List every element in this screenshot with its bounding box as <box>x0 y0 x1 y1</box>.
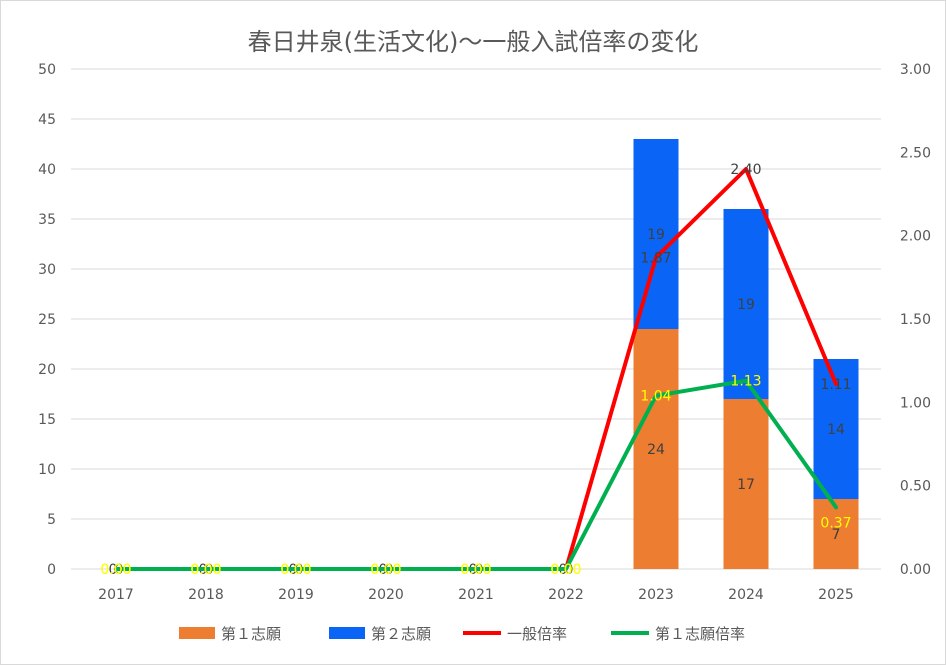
bar-value-label: 17 <box>737 477 755 493</box>
line-value-label: 0.00 <box>280 562 311 578</box>
bar-value-label: 0 <box>565 562 574 578</box>
line-value-label: 0.00 <box>100 562 131 578</box>
line-value-label: 1.04 <box>640 389 671 405</box>
y-right-tick-label: 2.50 <box>900 145 931 161</box>
bar-value-label: 0 <box>109 562 118 578</box>
bar-first-choice <box>633 329 679 569</box>
y-left-tick-label: 15 <box>38 412 56 428</box>
y-axis-left: 0 5 10 15 20 25 30 35 40 45 50 <box>38 62 56 578</box>
line-value-label: 0.00 <box>370 562 401 578</box>
y-left-tick-label: 0 <box>47 562 56 578</box>
bar-value-label: 19 <box>737 297 755 313</box>
bar-second-choice <box>633 139 679 329</box>
y-left-tick-label: 45 <box>38 112 56 128</box>
bar-value-label: 14 <box>827 422 845 438</box>
legend-item: 第１志願倍率 <box>611 625 745 643</box>
bar-series <box>633 139 859 569</box>
y-left-tick-label: 50 <box>38 62 56 78</box>
line-value-label: 0.00 <box>550 562 581 578</box>
y-right-tick-label: 3.00 <box>900 62 931 78</box>
bar-first-choice <box>813 499 859 569</box>
bar-value-label: 24 <box>647 442 665 458</box>
line-value-label: 1.11 <box>820 377 851 393</box>
bar-value-label: 7 <box>832 527 841 543</box>
x-tick-label: 2020 <box>368 587 404 603</box>
line-value-label: 0.00 <box>190 562 221 578</box>
y-right-tick-label: 0.00 <box>900 562 931 578</box>
x-axis: 2017 2018 2019 2020 2021 2022 2023 2024 2025 <box>98 587 854 603</box>
y-left-tick-label: 20 <box>38 362 56 378</box>
legend: 第１志願 第２志願 一般倍率 第１志願倍率 <box>179 625 745 643</box>
legend-item: 一般倍率 <box>463 625 567 643</box>
x-tick-label: 2022 <box>548 587 584 603</box>
y-right-tick-label: 1.00 <box>900 395 931 411</box>
y-left-tick-label: 25 <box>38 312 56 328</box>
y-right-tick-label: 0.50 <box>900 479 931 495</box>
y-right-tick-label: 2.00 <box>900 229 931 245</box>
y-left-tick-label: 30 <box>38 262 56 278</box>
x-tick-label: 2017 <box>98 587 134 603</box>
bar-second-choice <box>723 209 769 399</box>
y-right-tick-label: 1.50 <box>900 312 931 328</box>
line-value-label: 0.00 <box>460 562 491 578</box>
line-value-label: 2.40 <box>730 162 761 178</box>
legend-label: 第１志願倍率 <box>655 625 745 643</box>
line-value-label: 0.00 <box>550 562 581 578</box>
y-left-tick-label: 35 <box>38 212 56 228</box>
legend-label: 一般倍率 <box>507 625 567 643</box>
legend-item: 第２志願 <box>329 625 431 643</box>
data-labels: 24 19 17 19 7 14 0.00 0.00 0.00 0.00 0.00 0.00 1.87 2… <box>100 162 851 578</box>
bar-first-choice <box>723 399 769 569</box>
line-series <box>114 167 838 571</box>
x-tick-label: 2021 <box>458 587 494 603</box>
x-tick-label: 2025 <box>818 587 854 603</box>
y-left-tick-label: 5 <box>47 512 56 528</box>
legend-swatch <box>329 627 365 639</box>
legend-label: 第１志願 <box>221 625 281 643</box>
line-value-label: 1.13 <box>730 374 761 390</box>
line-value-label: 0.00 <box>460 562 491 578</box>
gridlines <box>71 68 881 570</box>
y-axis-right: 0.00 0.50 1.00 1.50 2.00 2.50 3.00 <box>900 62 931 578</box>
chart-title: 春日井泉(生活文化)〜一般入試倍率の変化 <box>248 28 699 56</box>
line-value-label: 0.00 <box>190 562 221 578</box>
line-value-label: 0.00 <box>370 562 401 578</box>
line-value-label: 0.00 <box>280 562 311 578</box>
line-value-label: 1.87 <box>640 250 671 266</box>
x-tick-label: 2024 <box>728 587 764 603</box>
line-value-label: 0.37 <box>820 515 851 531</box>
line-value-label: 0.00 <box>100 562 131 578</box>
y-left-tick-label: 10 <box>38 462 56 478</box>
x-tick-label: 2018 <box>188 587 224 603</box>
legend-label: 第２志願 <box>371 625 431 643</box>
line-first-choice-ratio <box>114 378 838 571</box>
x-tick-label: 2019 <box>278 587 314 603</box>
bar-value-label: 19 <box>647 227 665 243</box>
legend-item: 第１志願 <box>179 625 281 643</box>
x-tick-label: 2023 <box>638 587 674 603</box>
legend-swatch <box>179 627 215 639</box>
y-left-tick-label: 40 <box>38 162 56 178</box>
